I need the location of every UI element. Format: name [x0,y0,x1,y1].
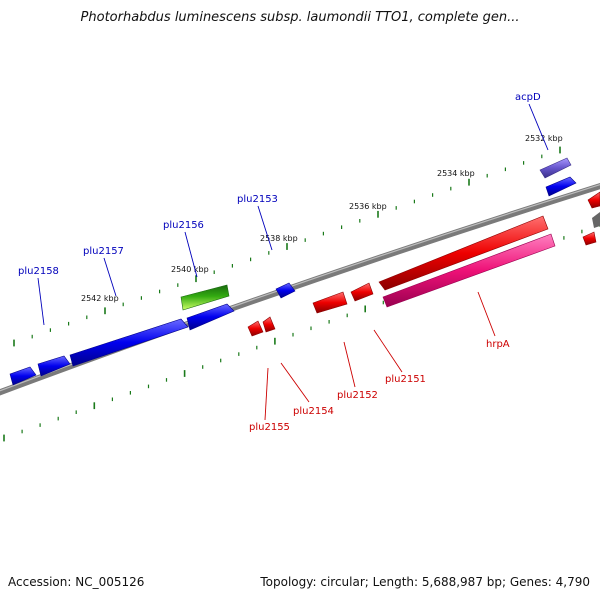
gene-label-acpD[interactable]: acpD [515,92,541,103]
gene-label-plu2157[interactable]: plu2157 [83,246,124,257]
gene-label-plu2155[interactable]: plu2155 [249,422,290,433]
gene-label-hrpA[interactable]: hrpA [486,339,510,350]
gene-label-plu2152[interactable]: plu2152 [337,390,378,401]
ruler-label-2542: 2542 kbp [81,294,119,303]
gene-label-plu2153[interactable]: plu2153 [237,194,278,205]
gene-red-edge-b[interactable] [582,231,597,246]
ruler-label-2532: 2532 kbp [525,134,563,143]
map-title: Photorhabdus luminescens subsp. laumondi… [80,10,520,25]
ruler-labels: 2532 kbp 2534 kbp 2536 kbp 2538 kbp 2540… [81,134,563,303]
gene-red-edge-a[interactable] [587,191,600,209]
label-leaders [37,103,549,421]
accession-text: Accession: NC_005126 [8,575,145,589]
gene-label-plu2158[interactable]: plu2158 [18,266,59,277]
gene-label-plu2154[interactable]: plu2154 [293,406,334,417]
gene-plu2151[interactable] [350,282,374,302]
gene-label-plu2156[interactable]: plu2156 [163,220,204,231]
gene-label-plu2151[interactable]: plu2151 [385,374,426,385]
genome-info-text: Topology: circular; Length: 5,688,987 bp… [260,575,590,589]
gene-plu2154[interactable] [262,316,276,333]
ruler-label-2536: 2536 kbp [349,202,387,211]
gene-plu2158[interactable] [9,366,37,386]
reverse-strand-genes [247,191,600,337]
gene-hrpA[interactable] [378,215,549,291]
gene-plu2156[interactable] [186,303,235,331]
gene-labels: acpD plu2153 plu2156 plu2157 plu2158 hrp… [18,92,541,433]
gene-grey-edge [592,212,600,228]
gene-plu2152[interactable] [312,291,348,314]
genome-backbone [0,182,600,396]
gene-blue-b[interactable] [37,355,71,377]
gene-acpD[interactable] [545,176,577,197]
gene-plu2157[interactable] [69,318,189,367]
ruler-label-2534: 2534 kbp [437,169,475,178]
forward-strand-genes [9,157,577,386]
ruler-label-2538: 2538 kbp [260,234,298,243]
gene-green[interactable] [180,284,230,311]
gene-plu2155[interactable] [247,320,264,337]
gene-pink[interactable] [382,233,556,308]
gene-purple[interactable] [539,157,572,179]
ruler-ticks-upper [13,146,561,347]
gene-plu2153[interactable] [275,282,296,299]
ruler-label-2540: 2540 kbp [171,265,209,274]
